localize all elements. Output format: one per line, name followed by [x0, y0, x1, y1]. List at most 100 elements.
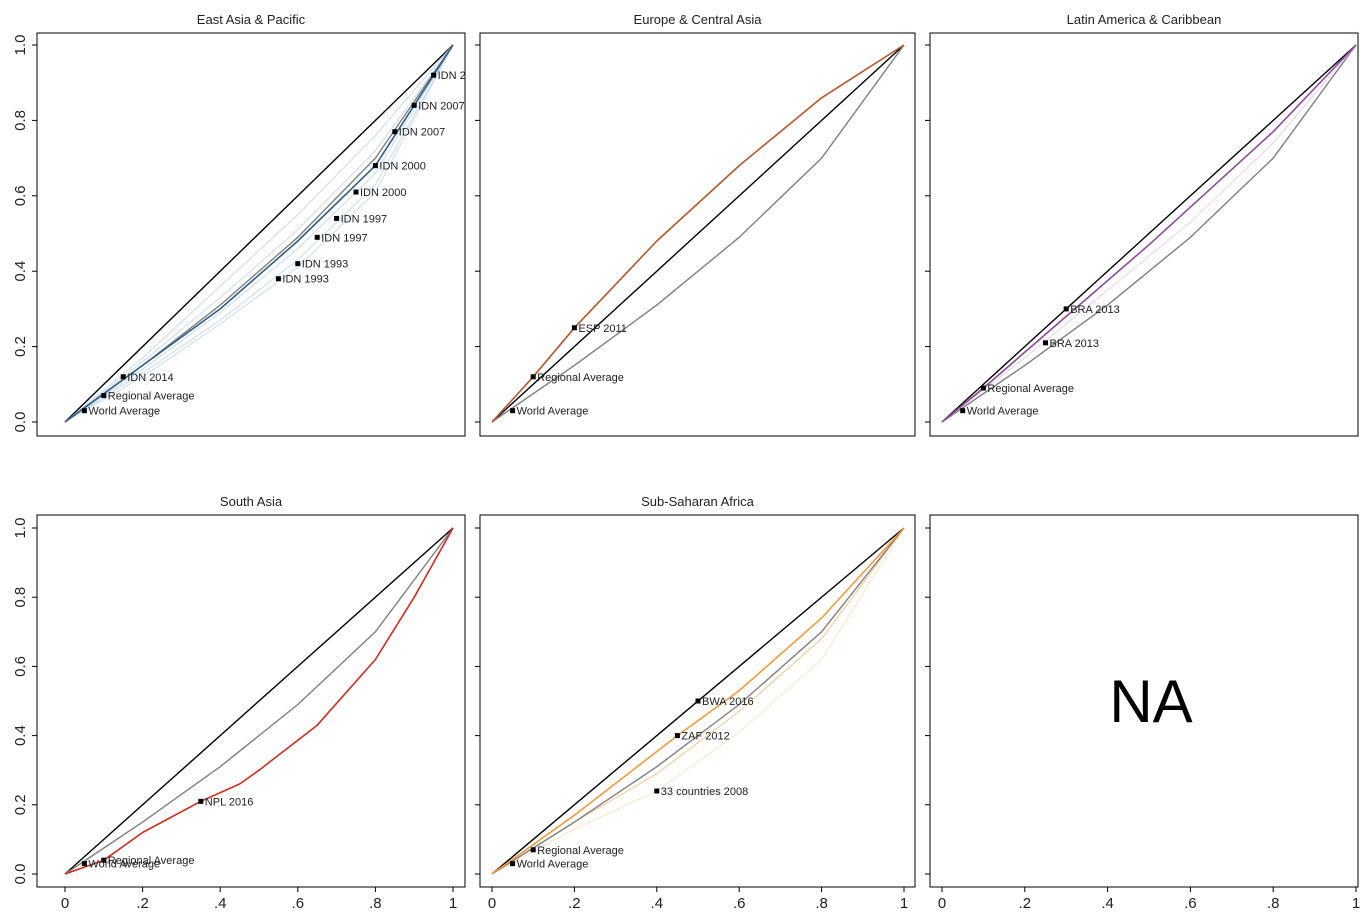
data-point: [392, 129, 398, 135]
x-tick-label: .6: [292, 895, 305, 912]
x-tick-label: 0: [488, 895, 496, 912]
point-label: IDN 1997: [321, 232, 367, 244]
point-label: IDN 2000: [379, 161, 425, 173]
x-tick-label: 0: [61, 895, 69, 912]
x-tick-label: .6: [733, 895, 746, 912]
panel-title: Europe & Central Asia: [634, 12, 763, 27]
y-tick-label: 0.4: [12, 725, 29, 746]
panel-6: 0 .2 .4 .6 .8 1 NA: [925, 514, 1360, 912]
point-label: BRA 2013: [1050, 338, 1100, 350]
series-line-2: [491, 527, 905, 875]
series-line-3: [64, 44, 454, 423]
x-tick-label: 0: [938, 895, 946, 912]
data-point: [674, 733, 680, 739]
series-line-6: [64, 44, 454, 423]
data-point: [510, 861, 516, 867]
data-point: [960, 408, 966, 414]
y-tick-label: 1.0: [12, 35, 29, 56]
point-label: ZAF 2012: [681, 731, 729, 743]
point-label: IDN 2007: [399, 127, 445, 139]
y-tick-label: 0.6: [12, 656, 29, 677]
panel-3: Latin America & Caribbean BRA 2013 BRA 201…: [925, 12, 1359, 437]
x-tick-label: .4: [651, 895, 664, 912]
data-point: [101, 857, 107, 863]
point-label: BRA 2013: [1070, 304, 1120, 316]
point-label: IDN 2: [438, 70, 466, 82]
series-line-1: [491, 44, 905, 423]
x-tick-label: .8: [369, 895, 382, 912]
data-point: [431, 72, 437, 78]
y-tick-label: 0.4: [12, 261, 29, 282]
data-point: [314, 234, 320, 240]
data-point: [510, 408, 516, 414]
series-line-3: [64, 527, 454, 875]
x-tick-label: 1: [449, 895, 457, 912]
data-point: [530, 374, 536, 380]
data-point: [372, 163, 378, 169]
series-line-3: [491, 44, 905, 423]
panel-title: Sub-Saharan Africa: [641, 494, 755, 509]
data-point: [353, 189, 359, 195]
point-label: ESP 2011: [578, 323, 627, 335]
data-point: [120, 374, 126, 380]
point-label: World Average: [88, 859, 160, 871]
panel-2: Europe & Central Asia ESP 2011 Regional Av…: [475, 12, 916, 437]
x-tick-label: .4: [1101, 895, 1114, 912]
x-tick-label: .4: [214, 895, 227, 912]
point-label: World Average: [517, 859, 589, 871]
point-label: IDN 2014: [127, 372, 173, 384]
y-tick-label: 0.0: [12, 864, 29, 885]
series-line-8: [64, 44, 454, 423]
point-label: World Average: [967, 406, 1039, 418]
y-tick-label: 0.0: [12, 412, 29, 433]
data-point: [101, 393, 107, 399]
y-tick-label: 0.6: [12, 185, 29, 206]
data-point: [1043, 340, 1048, 346]
panel-frame: [929, 514, 1359, 888]
panel-frame: [929, 32, 1359, 437]
panel-frame: [36, 514, 466, 888]
na-placeholder: NA: [1109, 668, 1192, 735]
point-label: Regional Average: [108, 391, 195, 403]
x-tick-label: .6: [1184, 895, 1197, 912]
point-label: IDN 2007: [418, 100, 464, 112]
data-point: [571, 325, 577, 331]
series-line-4: [491, 527, 905, 875]
y-tick-label: 1.0: [12, 518, 29, 539]
y-tick-label: 0.2: [12, 794, 29, 815]
point-label: BWA 2016: [702, 696, 754, 708]
data-point: [275, 276, 281, 282]
point-label: Regional Average: [987, 383, 1074, 395]
series-line-2: [491, 44, 905, 423]
point-label: 33 countries 2008: [661, 786, 748, 798]
series-line-5: [491, 527, 905, 875]
series-line-4: [941, 44, 1357, 423]
data-point: [980, 385, 986, 391]
series-line-2: [64, 527, 454, 875]
x-tick-label: .8: [1267, 895, 1280, 912]
series-line-1: [64, 44, 454, 423]
series-line-2: [941, 44, 1357, 423]
point-label: IDN 1993: [302, 259, 348, 271]
point-label: IDN 1997: [341, 213, 387, 225]
panel-5: Sub-Saharan Africa 0 .2 .4 .6 .8 1 BWA 2016 ZAF …: [475, 494, 916, 912]
data-point: [530, 847, 536, 853]
x-tick-label: .2: [136, 895, 149, 912]
series-line-5: [64, 44, 454, 423]
y-tick-label: 0.2: [12, 336, 29, 357]
point-label: Regional Average: [108, 855, 195, 867]
x-tick-label: .2: [1019, 895, 1032, 912]
data-point: [198, 798, 204, 804]
point-label: Regional Average: [537, 845, 624, 857]
series-line-4: [64, 44, 454, 423]
data-point: [1063, 306, 1069, 312]
x-tick-label: .8: [815, 895, 828, 912]
x-tick-label: .2: [568, 895, 581, 912]
data-point: [295, 261, 301, 267]
data-point: [654, 788, 660, 794]
panel-title: East Asia & Pacific: [197, 12, 306, 27]
data-point: [411, 102, 417, 108]
series-line-2: [64, 44, 454, 423]
